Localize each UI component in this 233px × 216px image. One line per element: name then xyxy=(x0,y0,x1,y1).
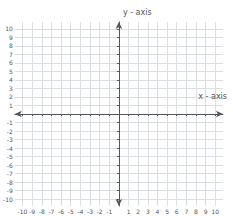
svg-text:-9: -9 xyxy=(7,187,13,194)
svg-text:-3: -3 xyxy=(7,136,13,143)
svg-text:5: 5 xyxy=(165,208,169,215)
svg-text:6: 6 xyxy=(175,208,179,215)
svg-text:3: 3 xyxy=(146,208,150,215)
svg-text:3: 3 xyxy=(9,85,13,92)
svg-text:-6: -6 xyxy=(7,162,13,169)
svg-text:6: 6 xyxy=(9,59,13,66)
svg-text:2: 2 xyxy=(9,93,13,100)
svg-text:7: 7 xyxy=(9,51,13,58)
svg-text:-2: -2 xyxy=(7,128,13,135)
svg-text:1: 1 xyxy=(127,208,131,215)
svg-text:-4: -4 xyxy=(7,145,13,152)
svg-text:2: 2 xyxy=(136,208,140,215)
svg-text:-10: -10 xyxy=(3,196,13,203)
svg-text:9: 9 xyxy=(9,34,13,41)
svg-text:1: 1 xyxy=(9,102,13,109)
svg-text:-1: -1 xyxy=(106,208,112,215)
svg-text:-5: -5 xyxy=(68,208,74,215)
svg-text:y - axis: y - axis xyxy=(123,8,152,17)
svg-text:-8: -8 xyxy=(7,179,13,186)
svg-text:-4: -4 xyxy=(77,208,83,215)
svg-text:-8: -8 xyxy=(39,208,45,215)
svg-text:4: 4 xyxy=(156,208,160,215)
svg-text:-3: -3 xyxy=(87,208,93,215)
svg-text:-10: -10 xyxy=(18,208,28,215)
svg-text:x - axis: x - axis xyxy=(198,92,227,101)
svg-text:7: 7 xyxy=(184,208,188,215)
svg-text:-1: -1 xyxy=(7,119,13,126)
svg-text:-5: -5 xyxy=(7,153,13,160)
svg-text:5: 5 xyxy=(9,68,13,75)
svg-text:10: 10 xyxy=(211,208,219,215)
svg-text:-6: -6 xyxy=(58,208,64,215)
svg-text:-9: -9 xyxy=(29,208,35,215)
svg-text:-7: -7 xyxy=(7,170,13,177)
svg-text:8: 8 xyxy=(9,42,13,49)
svg-text:-7: -7 xyxy=(48,208,54,215)
svg-text:8: 8 xyxy=(194,208,198,215)
svg-text:10: 10 xyxy=(5,25,13,32)
svg-text:-2: -2 xyxy=(97,208,103,215)
svg-text:4: 4 xyxy=(9,76,13,83)
svg-text:9: 9 xyxy=(204,208,208,215)
